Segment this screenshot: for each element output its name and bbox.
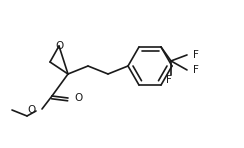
Text: F: F xyxy=(166,75,172,85)
Text: O: O xyxy=(74,93,82,103)
Text: O: O xyxy=(55,41,63,51)
Text: F: F xyxy=(193,65,199,75)
Text: O: O xyxy=(28,105,36,115)
Text: F: F xyxy=(193,50,199,60)
